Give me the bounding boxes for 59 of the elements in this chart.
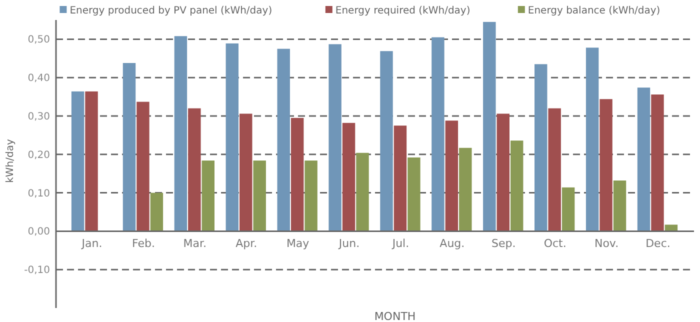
bar — [445, 120, 458, 232]
bar — [651, 94, 664, 232]
bar — [432, 37, 444, 232]
bar — [637, 88, 650, 232]
bar — [394, 126, 407, 232]
bar — [586, 48, 599, 232]
x-tick-label: Feb. — [132, 237, 155, 250]
bar — [174, 36, 188, 232]
bar — [150, 192, 164, 232]
bar — [202, 160, 214, 232]
bar — [459, 148, 472, 232]
y-tick-label: -0,10 — [24, 265, 50, 276]
y-tick-label: 0,50 — [28, 34, 50, 46]
bar — [380, 51, 393, 232]
legend-label: Energy produced by PV panel (kWh/day) — [70, 6, 272, 16]
x-tick-label: Aug. — [440, 237, 465, 250]
bar — [356, 152, 369, 232]
bar — [483, 22, 496, 232]
x-tick-label: Jun. — [338, 237, 360, 250]
bar — [136, 102, 150, 232]
y-tick-label: 0,00 — [28, 226, 50, 238]
x-tick-label: Jul. — [391, 237, 410, 250]
x-tick-label: May — [286, 237, 310, 250]
bar — [534, 64, 548, 232]
bar — [188, 108, 201, 232]
x-tick-label: Oct. — [544, 237, 566, 250]
bar — [240, 114, 252, 232]
x-tick-label: Dec. — [646, 237, 670, 250]
bar — [328, 44, 342, 232]
bar — [408, 157, 420, 232]
bar — [342, 122, 356, 232]
legend-label: Energy balance (kWh/day) — [528, 6, 660, 16]
bar — [548, 108, 561, 232]
y-tick-label: 0,40 — [28, 73, 50, 84]
x-tick-label: Mar. — [183, 237, 207, 250]
bar — [226, 43, 239, 232]
x-tick-label: Sep. — [492, 237, 516, 250]
bar — [600, 99, 612, 232]
bar — [613, 180, 626, 232]
x-tick-label: Apr. — [236, 237, 258, 250]
y-axis-title: kWh/day — [5, 139, 16, 183]
x-tick-label: Nov. — [594, 237, 619, 250]
bar — [510, 140, 524, 232]
bar — [562, 187, 575, 232]
bar — [277, 48, 290, 232]
x-tick-label: Jan. — [80, 237, 102, 250]
y-tick-label: 0,30 — [28, 112, 50, 122]
bar — [664, 224, 678, 232]
bar — [290, 118, 304, 232]
bar — [253, 160, 266, 232]
bar — [85, 91, 98, 232]
bar — [496, 114, 510, 232]
y-tick-label: 0,20 — [28, 150, 50, 161]
bar — [71, 91, 84, 232]
x-axis-title: MONTH — [374, 310, 416, 322]
legend-label: Energy required (kWh/day) — [335, 6, 470, 16]
bar — [122, 63, 136, 232]
bar — [304, 160, 318, 232]
y-tick-label: 0,10 — [28, 188, 50, 200]
